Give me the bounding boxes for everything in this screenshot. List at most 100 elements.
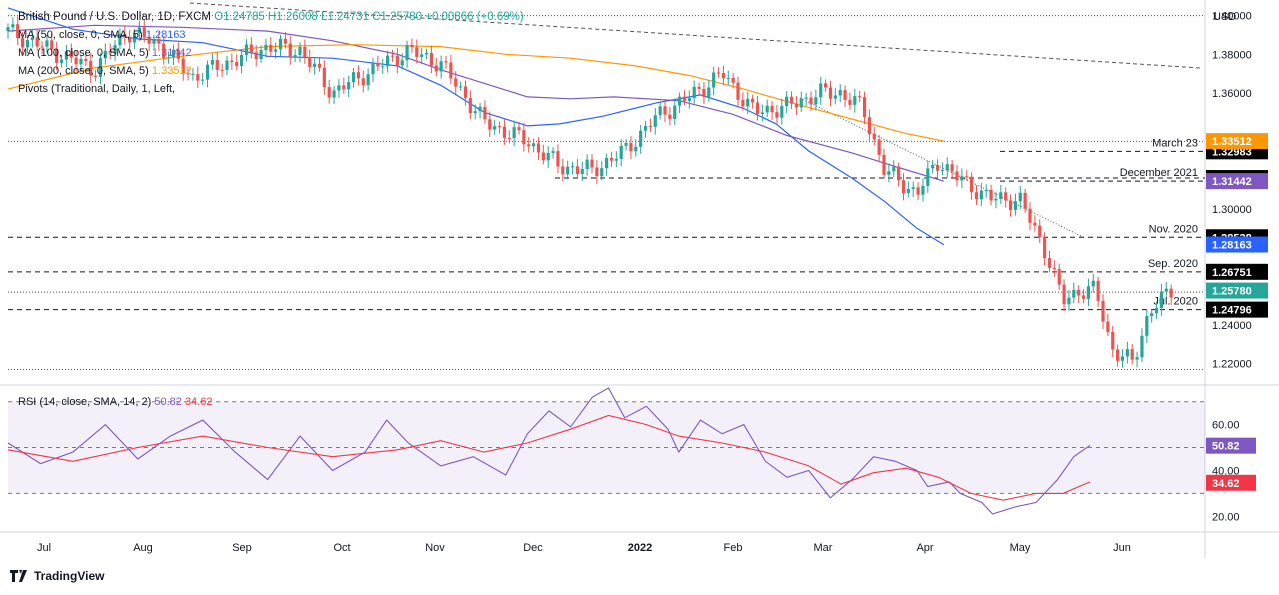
- candle-body: [600, 168, 604, 177]
- level-label: December 2021: [1120, 167, 1198, 179]
- candle-body: [1062, 284, 1066, 305]
- time-tick-label: Feb: [724, 542, 743, 554]
- candle-body: [118, 33, 122, 46]
- candle-body: [741, 99, 745, 107]
- candle-body: [609, 157, 614, 161]
- candle-body: [1081, 295, 1086, 299]
- candle-body: [1057, 269, 1061, 285]
- candle-body: [444, 61, 448, 63]
- candle-body: [371, 63, 375, 75]
- candle-body: [848, 99, 852, 105]
- candle-body: [906, 189, 910, 193]
- candle-body: [288, 43, 292, 57]
- candle-body: [429, 52, 434, 66]
- ohlc-readout: O1.24785 H1.26008 L1.24731 C1.25780 +0.0…: [214, 11, 524, 23]
- candle-body: [240, 54, 244, 67]
- candle-body: [570, 166, 575, 168]
- candle-body: [342, 85, 346, 90]
- rsi-legend[interactable]: RSI (14, close, SMA, 14, 2) 50.82 34.62: [18, 396, 212, 408]
- candle-body: [356, 72, 361, 79]
- candle-body: [955, 171, 959, 181]
- candle-body: [979, 190, 983, 200]
- candle-body: [283, 38, 288, 44]
- candle-body: [877, 139, 881, 155]
- candle-body: [303, 46, 307, 58]
- level-label: Jul. 2020: [1153, 296, 1198, 308]
- candle-body: [244, 44, 249, 55]
- candle-body: [1091, 280, 1095, 287]
- candle-body: [113, 45, 117, 54]
- candle-body: [770, 105, 774, 113]
- candle-body: [103, 50, 107, 59]
- candle-body: [1008, 200, 1013, 210]
- candle-body: [278, 38, 283, 50]
- candle-body: [712, 72, 716, 88]
- price-tick-label: 1.24000: [1212, 320, 1252, 332]
- candle-body: [162, 43, 166, 58]
- pivots-legend[interactable]: Pivots (Traditional, Daily, 1, Left,: [18, 83, 175, 95]
- candle-body: [11, 24, 15, 28]
- candle-body: [1120, 356, 1125, 361]
- candle-body: [488, 119, 492, 130]
- candle-body: [16, 24, 20, 39]
- candle-body: [629, 143, 633, 152]
- candle-body: [1047, 258, 1052, 268]
- candle-body: [25, 39, 30, 48]
- candle-body: [50, 40, 54, 49]
- candle-body: [225, 60, 229, 71]
- candle-body: [478, 106, 482, 112]
- candle-body: [293, 55, 297, 57]
- level-label: March 23: [1152, 137, 1198, 149]
- candle-body: [872, 134, 876, 140]
- candle-body: [1023, 192, 1027, 209]
- candle-body: [347, 82, 351, 90]
- ma200-legend[interactable]: MA (200, close, 0, SMA, 5) 1.33512: [18, 65, 192, 77]
- candle-body: [381, 66, 385, 68]
- candle-body: [678, 96, 682, 106]
- candle-body: [317, 63, 322, 68]
- candle-body: [123, 33, 127, 38]
- candle-body: [1101, 300, 1105, 322]
- candle-body: [386, 55, 390, 67]
- candle-body: [493, 126, 497, 130]
- ma50-legend[interactable]: MA (50, close, 0, SMA, 5) 1.28163: [18, 29, 186, 41]
- candle-body: [259, 50, 263, 59]
- candle-body: [580, 168, 584, 174]
- candle-body: [522, 130, 526, 145]
- time-tick-label: Dec: [523, 542, 543, 554]
- candle-body: [210, 60, 215, 65]
- candle-body: [984, 189, 988, 191]
- candle-body: [551, 151, 555, 153]
- candle-body: [186, 73, 190, 75]
- level-label: Nov. 2020: [1149, 223, 1198, 235]
- candle-body: [201, 79, 205, 81]
- tradingview-logo[interactable]: TradingView: [10, 569, 104, 583]
- ma100-legend[interactable]: MA (100, close, 0, SMA, 5) 1.31442: [18, 47, 192, 59]
- candle-body: [366, 74, 370, 86]
- level-label: Sep. 2020: [1148, 258, 1198, 270]
- tradingview-logo-icon: [10, 570, 30, 582]
- price-tick-label: 1.30000: [1212, 204, 1252, 216]
- candle-body: [1018, 192, 1022, 202]
- candle-body: [585, 159, 589, 169]
- candle-body: [1096, 280, 1100, 301]
- candle-body: [794, 103, 799, 108]
- candle-body: [945, 164, 949, 171]
- candle-body: [605, 157, 609, 169]
- candle-body: [931, 164, 935, 169]
- candle-body: [1013, 201, 1018, 210]
- candle-body: [128, 37, 132, 43]
- candle-body: [30, 37, 34, 40]
- candle-body: [897, 166, 901, 181]
- candle-body: [882, 154, 886, 175]
- candle-body: [1106, 321, 1110, 333]
- candle-body: [181, 58, 185, 74]
- candle-body: [668, 114, 672, 119]
- candle-body: [298, 46, 302, 56]
- candle-body: [536, 143, 541, 153]
- candle-body: [220, 69, 224, 71]
- tradingview-brand: TradingView: [34, 569, 105, 583]
- candle-body: [89, 60, 93, 76]
- level-price-tag: 1.32983: [1212, 146, 1252, 158]
